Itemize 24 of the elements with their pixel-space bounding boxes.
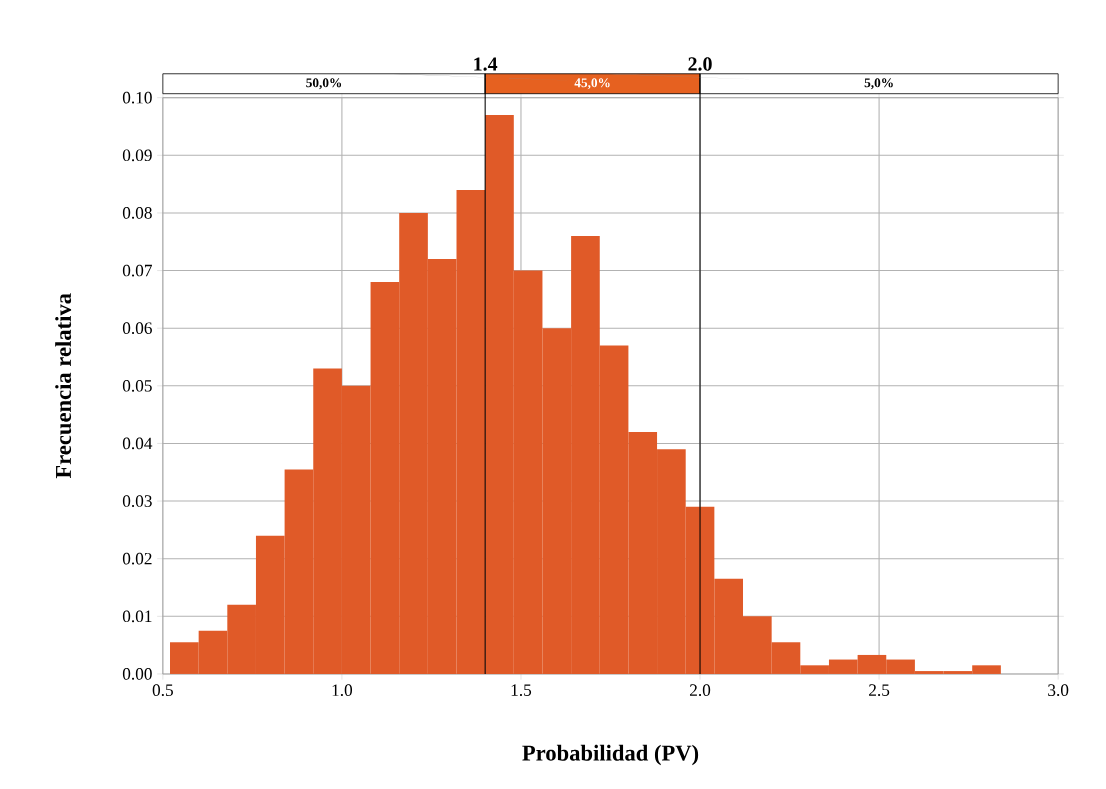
y-tick-label: 0.08 bbox=[122, 207, 152, 220]
y-tick-label: 0.05 bbox=[122, 380, 152, 392]
x-tick-label: 2.5 bbox=[869, 684, 890, 697]
y-tick-label: 0.04 bbox=[122, 437, 153, 450]
ref-line-label: 1.4 bbox=[474, 57, 498, 72]
ref-line-label: 2.0 bbox=[688, 57, 712, 72]
text: 45,0% bbox=[574, 78, 610, 90]
y-tick-label: 0.01 bbox=[122, 610, 152, 623]
text: 50,0% bbox=[306, 78, 342, 90]
y-tick-label: 0.00 bbox=[122, 668, 152, 681]
x-tick-label: 1.5 bbox=[511, 684, 532, 697]
x-tick-label: 0.5 bbox=[152, 684, 173, 697]
text: 5,0% bbox=[864, 78, 893, 90]
y-tick-label: 0.10 bbox=[122, 92, 152, 104]
x-tick-label: 1.0 bbox=[332, 684, 353, 697]
x-tick-label: 2.0 bbox=[689, 684, 711, 697]
x-axis-title: Probabilidad (PV) bbox=[522, 744, 699, 766]
y-axis-title: Frecuencia relativa bbox=[55, 293, 72, 479]
y-tick-label: 0.07 bbox=[122, 264, 152, 277]
y-tick-label: 0.02 bbox=[122, 553, 152, 565]
y-tick-label: 0.09 bbox=[122, 149, 152, 162]
y-tick-label: 0.06 bbox=[122, 322, 152, 335]
y-tick-label: 0.03 bbox=[122, 495, 152, 508]
x-tick-label: 3.0 bbox=[1048, 684, 1069, 697]
